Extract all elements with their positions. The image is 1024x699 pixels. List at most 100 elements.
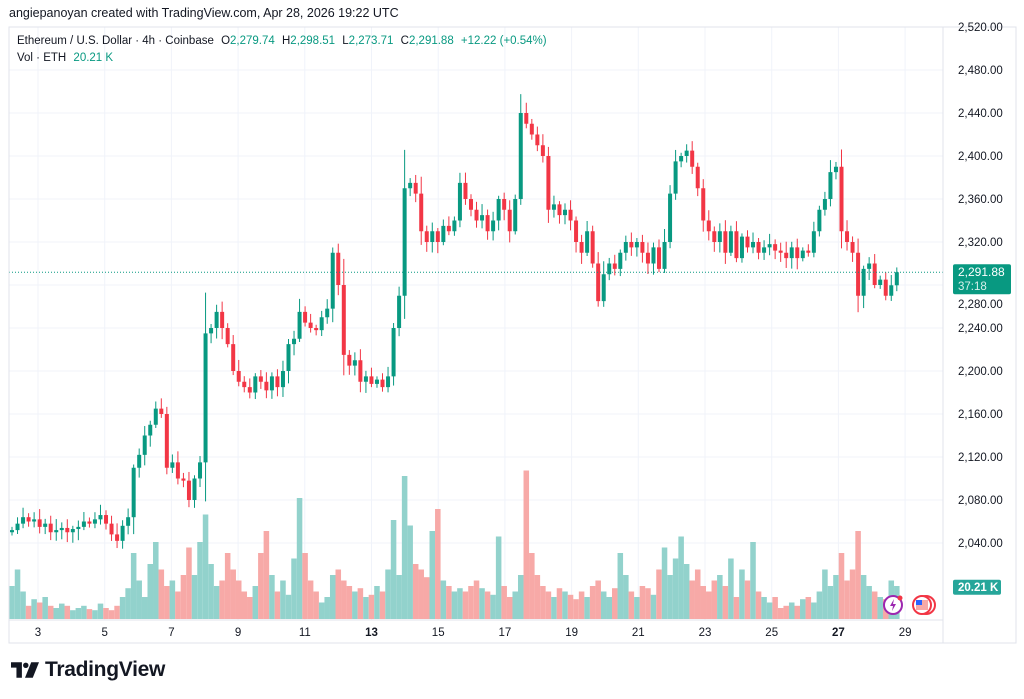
candle xyxy=(142,426,147,466)
volume-bar xyxy=(136,580,142,619)
candle xyxy=(21,507,26,529)
candle-body xyxy=(684,150,689,156)
candle-body xyxy=(363,376,368,382)
candle xyxy=(551,195,556,218)
volume-bar xyxy=(169,580,176,619)
candle xyxy=(10,526,14,536)
time-tick-label: 23 xyxy=(699,627,712,639)
candle xyxy=(712,226,717,252)
time-axis[interactable]: 3 5 7 9 11 13 15 17 19 21 23 25 27 29 xyxy=(35,627,912,639)
candle xyxy=(380,373,385,392)
events-icon[interactable] xyxy=(883,595,903,615)
candle xyxy=(745,230,750,253)
candle xyxy=(795,238,800,270)
volume-bar xyxy=(634,597,640,619)
candle-body xyxy=(579,242,584,253)
candle xyxy=(81,512,86,531)
candle-body xyxy=(822,199,827,210)
candle-body xyxy=(203,333,208,463)
candle-body xyxy=(529,123,534,135)
volume-bar xyxy=(838,553,845,619)
high-value: 2,298.51 xyxy=(290,35,336,47)
candle xyxy=(231,335,236,376)
candle xyxy=(845,220,850,251)
candle-body xyxy=(54,530,59,533)
candle xyxy=(773,239,778,260)
candle xyxy=(889,275,894,301)
volume-bar xyxy=(849,569,856,619)
candle-body xyxy=(568,209,573,221)
candle-body xyxy=(87,521,92,524)
volume-bar xyxy=(81,605,87,619)
candle xyxy=(104,510,109,530)
candle-body xyxy=(225,328,230,345)
candle-body xyxy=(247,387,252,393)
candle xyxy=(430,222,435,253)
candle-body xyxy=(192,478,197,500)
candle-body xyxy=(789,247,794,259)
volume-bar xyxy=(623,575,629,619)
candle xyxy=(292,330,297,356)
candle xyxy=(872,254,877,289)
candle-body xyxy=(92,519,97,524)
candle xyxy=(850,236,855,262)
candle-body xyxy=(811,231,816,253)
volume-bar xyxy=(717,575,723,619)
us-economic-events-icon[interactable] xyxy=(912,595,936,615)
candle-body xyxy=(833,166,838,173)
candle xyxy=(374,376,379,388)
volume-bar xyxy=(645,588,651,619)
candle xyxy=(452,216,457,236)
volume-label[interactable]: Vol · ETH xyxy=(17,52,67,64)
candle xyxy=(280,360,285,397)
candles xyxy=(10,94,899,549)
candle xyxy=(574,216,579,253)
candle-body xyxy=(828,172,833,199)
candle-body xyxy=(120,525,125,541)
candle-body xyxy=(435,231,440,242)
candle-body xyxy=(170,462,175,468)
volume-bar xyxy=(213,586,220,619)
price-axis[interactable]: 2,040.00 2,080.00 2,120.00 2,160.00 2,200.00… xyxy=(958,22,1003,550)
candle-body xyxy=(236,371,241,382)
symbol-title[interactable]: Ethereum / U.S. Dollar · 4h · Coinbase xyxy=(17,35,214,47)
candle xyxy=(784,241,789,268)
volume-bar xyxy=(14,569,21,619)
volume-bar xyxy=(324,597,330,619)
volume-bar xyxy=(258,553,264,619)
candle-body xyxy=(275,376,280,388)
volume-bar xyxy=(368,594,375,619)
candle-body xyxy=(186,480,191,500)
volume-bar xyxy=(822,569,828,619)
price-tick-label: 2,400.00 xyxy=(958,151,1003,163)
volume-bar xyxy=(47,605,54,619)
candle xyxy=(645,242,650,275)
candle-body xyxy=(336,252,341,285)
candle-body xyxy=(424,231,429,242)
candle xyxy=(391,323,396,386)
volume-bar xyxy=(208,564,214,619)
time-tick-label: 7 xyxy=(168,627,174,639)
volume-bar xyxy=(130,553,137,619)
candle xyxy=(220,301,225,340)
tradingview-logo[interactable]: TradingView xyxy=(11,658,165,682)
candle xyxy=(65,519,70,543)
volume-bar xyxy=(766,602,773,619)
candle xyxy=(751,232,756,254)
candle-body xyxy=(26,517,31,522)
candle xyxy=(308,313,313,333)
price-chart[interactable]: 2,040.00 2,080.00 2,120.00 2,160.00 2,200.00… xyxy=(0,0,1024,650)
volume-bar xyxy=(551,597,557,619)
candle-body xyxy=(690,150,695,167)
volume-bar xyxy=(390,520,397,619)
volume-bar xyxy=(53,608,60,619)
volume-bar xyxy=(202,514,209,619)
candle-body xyxy=(446,225,451,232)
candle-body xyxy=(181,478,186,481)
candle-body xyxy=(397,295,402,328)
candle xyxy=(883,272,888,301)
price-tick-label: 2,120.00 xyxy=(958,452,1003,464)
volume-bar xyxy=(694,569,701,619)
candle-body xyxy=(159,408,164,414)
candle xyxy=(634,237,639,257)
